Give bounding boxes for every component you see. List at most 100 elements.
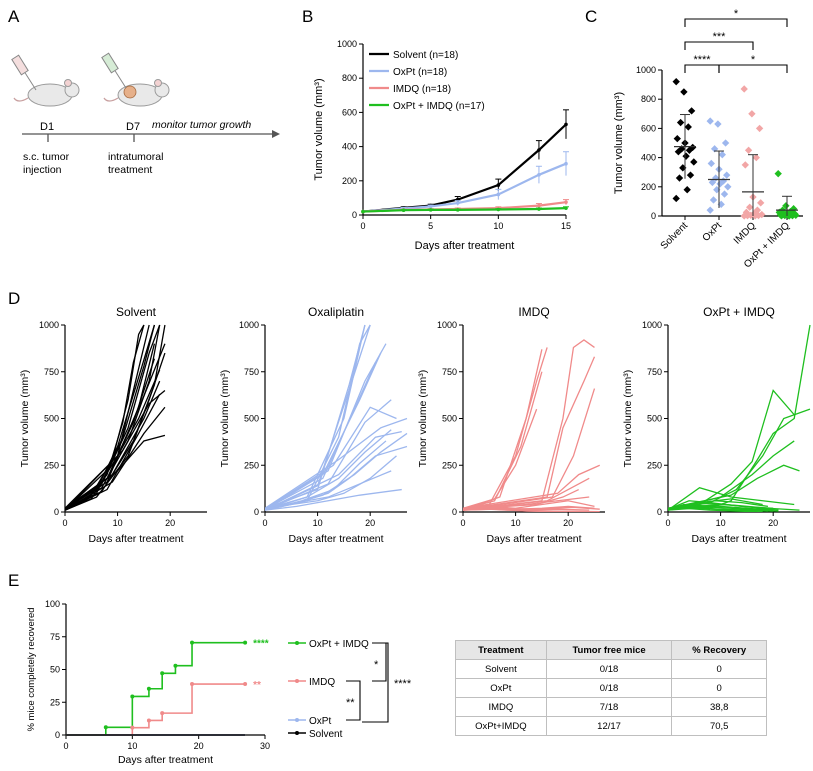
significance-label: *** [713,31,727,43]
individual-growth-line [265,406,397,510]
monitor-label: monitor tumor growth [152,119,251,131]
panel-label-d: D [8,289,20,308]
legend-label: OxPt + IMDQ (n=17) [393,101,485,112]
y-axis-title: Tumor volume (mm³) [622,370,634,468]
scatter-point-imdq [757,199,765,207]
individual-growth-line [265,343,387,509]
scatter-point-oxpt [714,120,722,128]
individual-growth-line [265,445,408,510]
y-tick-label: 1000 [39,320,59,330]
x-tick-label: 5 [428,221,433,231]
data-point [564,200,568,204]
x-tick-label: 10 [113,518,123,528]
scatter-point-imdq [748,110,756,118]
individual-growth-line [463,388,596,511]
scatter-point-solvent [682,152,690,160]
individual-growth-line [668,486,795,511]
step-line-combo [66,641,246,736]
individual-growth-line [265,430,402,511]
chart-c-day15-scatter: 0 200 400 600 800 1000 Tumor volume (mm³) Solve… [613,8,803,270]
y-tick-label: 1000 [437,320,457,330]
data-point [564,206,568,210]
x-tick-label: 20 [768,518,778,528]
panel-title: IMDQ [518,305,549,319]
data-point [428,208,433,212]
legend-label: OxPt [309,716,331,727]
individual-growth-line [65,389,166,511]
significance-bracket [684,64,720,73]
table-cell: 70,5 [671,716,767,736]
y-tick-label: 1000 [337,39,357,49]
scatter-point-imdq [755,124,764,133]
y-tick-label: 600 [342,107,357,117]
y-tick-label: 0 [651,211,656,221]
step-point [130,725,135,730]
step-point [243,640,248,645]
data-point [537,173,541,177]
y-axis-title: Tumor volume (mm³) [19,370,31,468]
scatter-point-oxpt [716,180,724,188]
individual-growth-line [265,324,371,511]
individual-growth-line [463,508,569,512]
y-axis-title: % mice completely recovered [26,607,37,731]
table-row: IMDQ 7/18 38,8 [455,697,767,717]
x-tick-label: 10 [313,518,323,528]
legend-label: OxPt + IMDQ [309,639,369,650]
x-tick-label: 20 [165,518,175,528]
step-point [190,640,195,645]
growth-panel-solvent: 0 10 20 0 250 500 750 1000 Solvent Days after tre… [19,305,207,545]
x-tick-label: 0 [63,741,68,751]
scatter-point-solvent [690,158,698,166]
y-tick-label: 250 [244,460,259,470]
scatter-point-solvent [680,88,688,96]
data-point [564,122,568,127]
scatter-point-oxpt [720,190,729,198]
x-tick-label: 20 [365,518,375,528]
x-tick-label: 30 [260,741,270,751]
legend-label: Solvent (n=18) [393,50,458,61]
table-cell: 0 [671,678,767,698]
y-tick-label: 0 [254,507,259,517]
table-cell: IMDQ [455,697,547,717]
x-tick-label: 20 [194,741,204,751]
scatter-point-oxpt [724,183,732,191]
panel-label-b: B [302,7,313,26]
table-cell: Solvent [455,659,547,679]
scatter-point-solvent [672,194,680,203]
arrow-head [272,130,280,138]
scatter-point-solvent [683,186,691,194]
y-tick-label: 500 [442,414,457,424]
data-point [428,204,433,209]
y-tick-label: 75 [50,632,60,642]
syringe-icon [101,52,127,89]
table-cell: 0/18 [545,678,673,698]
scatter-point-solvent [676,118,685,127]
individual-growth-line [65,369,161,511]
x-axis-title: Days after treatment [415,240,515,252]
y-tick-label: 0 [352,210,357,220]
comparison-label: **** [394,678,412,690]
table-cell: 7/18 [545,697,673,717]
individual-growth-line [463,339,595,511]
y-tick-label: 500 [44,414,59,424]
individual-growth-line [463,408,538,509]
step-point [130,694,135,699]
scatter-point-combo [774,169,782,178]
individual-growth-line [65,324,166,510]
scatter-point-oxpt [723,171,731,179]
table-cell: 12/17 [545,716,673,736]
significance-label: * [751,54,756,66]
panel-label-a: A [8,7,20,26]
d1-label: D1 [40,121,54,133]
comparison-label: * [374,659,379,671]
table-cell: 0/18 [545,659,673,679]
x-tick-label: 0 [665,518,670,528]
legend-marker [295,679,299,683]
table-header: % Recovery [671,640,767,660]
step-line-imdq [66,683,246,736]
individual-growth-line [463,496,590,509]
individual-growth-line [668,464,800,509]
y-tick-label: 0 [657,507,662,517]
growth-lines [65,324,166,511]
y-tick-label: 250 [44,460,59,470]
